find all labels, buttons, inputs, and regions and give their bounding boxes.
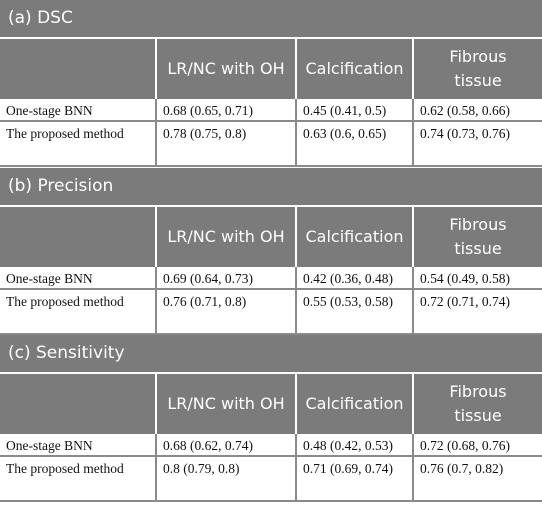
cell-text: LR/NC with OH (167, 227, 285, 246)
data-cell: 0.68 (0.62, 0.74) (155, 434, 295, 457)
column-header: LR/NC with OH (155, 37, 295, 99)
column-header: Fibrous tissue (412, 372, 542, 434)
section-title: (c) Sensitivity (0, 335, 542, 372)
cell-text: The proposed method (6, 126, 124, 141)
section-title: (b) Precision (0, 168, 542, 205)
data-cell: 0.69 (0.64, 0.73) (155, 267, 295, 290)
row-label: One-stage BNN (0, 267, 155, 290)
row-label: One-stage BNN (0, 434, 155, 457)
header-blank (0, 37, 155, 99)
row-label: The proposed method (0, 457, 155, 502)
cell-text: 0.76 (0.71, 0.8) (163, 294, 247, 309)
header-blank (0, 372, 155, 434)
cell-text: One-stage BNN (6, 271, 93, 286)
cell-text: 0.72 (0.71, 0.74) (420, 294, 510, 309)
cell-text: (c) Sensitivity (8, 343, 125, 363)
data-cell: 0.72 (0.71, 0.74) (412, 290, 542, 335)
column-header: Fibrous tissue (412, 205, 542, 267)
cell-text: (b) Precision (8, 176, 114, 196)
data-cell: 0.76 (0.7, 0.82) (412, 457, 542, 502)
data-cell: 0.42 (0.36, 0.48) (295, 267, 412, 290)
cell-text: Fibrous tissue (449, 382, 507, 425)
cell-text: 0.71 (0.69, 0.74) (303, 461, 393, 476)
data-cell: 0.62 (0.58, 0.66) (412, 99, 542, 122)
cell-text: One-stage BNN (6, 103, 93, 118)
cell-text: The proposed method (6, 294, 124, 309)
data-cell: 0.8 (0.79, 0.8) (155, 457, 295, 502)
data-cell: 0.78 (0.75, 0.8) (155, 122, 295, 167)
column-header: LR/NC with OH (155, 205, 295, 267)
column-header: Fibrous tissue (412, 37, 542, 99)
cell-text: 0.42 (0.36, 0.48) (303, 271, 393, 286)
cell-text: Fibrous tissue (449, 215, 507, 258)
header-blank (0, 205, 155, 267)
data-cell: 0.71 (0.69, 0.74) (295, 457, 412, 502)
cell-text: LR/NC with OH (167, 59, 285, 78)
cell-text: 0.78 (0.75, 0.8) (163, 126, 247, 141)
column-header: Calcification (295, 205, 412, 267)
cell-text: The proposed method (6, 461, 124, 476)
data-cell: 0.63 (0.6, 0.65) (295, 122, 412, 167)
cell-text: Fibrous tissue (449, 47, 507, 90)
cell-text: 0.68 (0.65, 0.71) (163, 103, 253, 118)
cell-text: 0.45 (0.41, 0.5) (303, 103, 387, 118)
data-cell: 0.76 (0.71, 0.8) (155, 290, 295, 335)
cell-text: (a) DSC (8, 8, 73, 28)
row-label: One-stage BNN (0, 99, 155, 122)
data-cell: 0.68 (0.65, 0.71) (155, 99, 295, 122)
data-cell: 0.54 (0.49, 0.58) (412, 267, 542, 290)
data-cell: 0.74 (0.73, 0.76) (412, 122, 542, 167)
row-label: The proposed method (0, 290, 155, 335)
cell-text: Calcification (305, 394, 404, 413)
cell-text: Calcification (305, 59, 404, 78)
column-header: LR/NC with OH (155, 372, 295, 434)
cell-text: 0.48 (0.42, 0.53) (303, 438, 393, 453)
cell-text: One-stage BNN (6, 438, 93, 453)
column-header: Calcification (295, 372, 412, 434)
cell-text: 0.69 (0.64, 0.73) (163, 271, 253, 286)
cell-text: 0.54 (0.49, 0.58) (420, 271, 510, 286)
cell-text: 0.68 (0.62, 0.74) (163, 438, 253, 453)
data-cell: 0.48 (0.42, 0.53) (295, 434, 412, 457)
data-cell: 0.45 (0.41, 0.5) (295, 99, 412, 122)
cell-text: 0.76 (0.7, 0.82) (420, 461, 504, 476)
section-title: (a) DSC (0, 0, 542, 37)
cell-text: 0.62 (0.58, 0.66) (420, 103, 510, 118)
data-cell: 0.55 (0.53, 0.58) (295, 290, 412, 335)
cell-text: LR/NC with OH (167, 394, 285, 413)
cell-text: 0.8 (0.79, 0.8) (163, 461, 240, 476)
cell-text: 0.74 (0.73, 0.76) (420, 126, 510, 141)
data-cell: 0.72 (0.68, 0.76) (412, 434, 542, 457)
cell-text: Calcification (305, 227, 404, 246)
cell-text: 0.55 (0.53, 0.58) (303, 294, 393, 309)
cell-text: 0.72 (0.68, 0.76) (420, 438, 510, 453)
column-header: Calcification (295, 37, 412, 99)
cell-text: 0.63 (0.6, 0.65) (303, 126, 387, 141)
row-label: The proposed method (0, 122, 155, 167)
